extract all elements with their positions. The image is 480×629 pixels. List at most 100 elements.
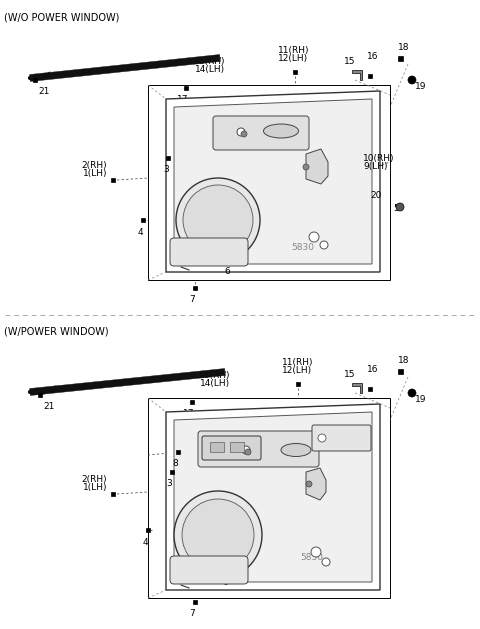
Text: 9(LH): 9(LH) — [363, 162, 387, 171]
Text: 6: 6 — [224, 267, 230, 276]
Circle shape — [176, 178, 260, 262]
Circle shape — [408, 389, 416, 397]
Text: 5830: 5830 — [291, 243, 314, 252]
Text: 14(LH): 14(LH) — [200, 379, 230, 388]
Ellipse shape — [281, 443, 311, 457]
Bar — [210, 442, 224, 452]
Circle shape — [311, 547, 321, 557]
Text: 1(LH): 1(LH) — [83, 169, 107, 178]
Circle shape — [306, 481, 312, 487]
Text: 14(LH): 14(LH) — [195, 65, 225, 74]
Text: 6615: 6615 — [314, 443, 337, 452]
Circle shape — [219, 57, 221, 59]
Bar — [148, 85, 390, 280]
Text: 11(RH): 11(RH) — [278, 46, 310, 55]
Circle shape — [28, 390, 32, 394]
Bar — [141, 218, 145, 222]
Bar — [193, 286, 197, 290]
Bar — [184, 86, 188, 90]
Bar — [368, 74, 372, 78]
Bar — [397, 369, 403, 374]
Text: 20: 20 — [371, 191, 382, 200]
Polygon shape — [30, 369, 225, 396]
Text: 2(RH): 2(RH) — [82, 475, 107, 484]
Text: 17: 17 — [183, 409, 195, 418]
Polygon shape — [166, 404, 380, 590]
Bar — [397, 55, 403, 60]
Bar — [111, 178, 115, 182]
Text: 13(RH): 13(RH) — [194, 57, 226, 66]
Text: 1(LH): 1(LH) — [83, 483, 107, 492]
Text: 21: 21 — [38, 87, 49, 96]
FancyBboxPatch shape — [202, 436, 261, 460]
Bar — [296, 382, 300, 386]
Polygon shape — [30, 55, 220, 82]
Circle shape — [183, 185, 253, 255]
Bar — [176, 450, 180, 454]
Text: 15: 15 — [344, 370, 355, 379]
Text: 10(RH): 10(RH) — [363, 154, 395, 163]
Text: 19: 19 — [415, 395, 427, 404]
Polygon shape — [306, 149, 328, 184]
Text: 3: 3 — [163, 165, 169, 174]
FancyBboxPatch shape — [170, 556, 248, 584]
Bar — [193, 599, 197, 604]
Circle shape — [309, 232, 319, 242]
Bar — [190, 400, 194, 404]
FancyBboxPatch shape — [170, 238, 248, 266]
Text: 5: 5 — [393, 204, 399, 213]
Text: 3: 3 — [166, 479, 172, 488]
Text: 12(LH): 12(LH) — [282, 366, 312, 375]
Bar — [146, 528, 150, 532]
Circle shape — [245, 449, 251, 455]
Bar — [293, 70, 297, 74]
Circle shape — [322, 558, 330, 566]
Text: 17: 17 — [177, 95, 189, 104]
Bar — [230, 442, 244, 452]
Circle shape — [303, 164, 309, 170]
Ellipse shape — [264, 124, 299, 138]
Bar — [38, 392, 42, 398]
FancyBboxPatch shape — [312, 425, 371, 451]
Text: 8: 8 — [172, 459, 178, 468]
Polygon shape — [166, 91, 380, 272]
Text: 12(LH): 12(LH) — [278, 54, 308, 63]
Text: 11(RH): 11(RH) — [282, 358, 313, 367]
Circle shape — [318, 434, 326, 442]
Circle shape — [28, 76, 32, 80]
Text: 4: 4 — [142, 538, 148, 547]
Text: 19: 19 — [415, 82, 427, 91]
Text: 18: 18 — [398, 356, 409, 365]
Text: 7: 7 — [189, 295, 195, 304]
Circle shape — [224, 371, 226, 373]
Circle shape — [408, 76, 416, 84]
Circle shape — [396, 203, 404, 211]
Bar — [170, 470, 174, 474]
Bar — [111, 492, 115, 496]
Polygon shape — [174, 412, 372, 582]
Polygon shape — [352, 70, 362, 80]
Polygon shape — [306, 468, 326, 500]
Text: 5830: 5830 — [300, 553, 324, 562]
Circle shape — [174, 491, 262, 579]
Text: 15: 15 — [344, 57, 355, 66]
Text: 6: 6 — [222, 578, 228, 587]
Polygon shape — [352, 383, 362, 393]
Bar — [368, 387, 372, 391]
Text: 16: 16 — [367, 52, 379, 61]
Text: 21: 21 — [43, 402, 54, 411]
Polygon shape — [174, 99, 372, 264]
Text: 18: 18 — [398, 43, 409, 52]
Circle shape — [241, 131, 247, 137]
Bar — [148, 398, 390, 598]
Text: 16: 16 — [367, 365, 379, 374]
Circle shape — [320, 241, 328, 249]
Circle shape — [242, 446, 250, 454]
FancyBboxPatch shape — [198, 431, 319, 467]
Text: (W/POWER WINDOW): (W/POWER WINDOW) — [4, 326, 108, 336]
Text: (W/O POWER WINDOW): (W/O POWER WINDOW) — [4, 12, 120, 22]
Circle shape — [182, 499, 254, 571]
Text: 2(RH): 2(RH) — [82, 161, 107, 170]
Text: 7: 7 — [189, 609, 195, 618]
FancyBboxPatch shape — [213, 116, 309, 150]
